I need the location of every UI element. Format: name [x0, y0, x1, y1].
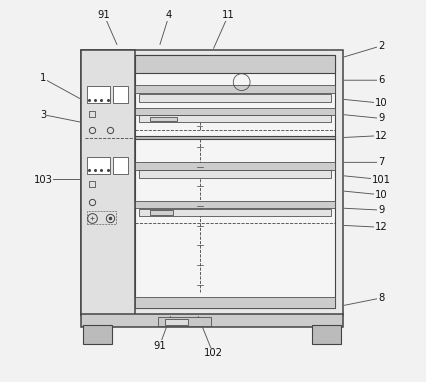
Text: 1: 1	[40, 73, 46, 83]
Bar	[113, 86, 128, 103]
Bar	[158, 317, 211, 326]
Bar	[150, 210, 173, 215]
Bar	[87, 157, 110, 174]
Bar	[81, 50, 135, 315]
Text: 12: 12	[375, 131, 388, 141]
Bar	[83, 325, 112, 344]
Text: 10: 10	[375, 98, 387, 108]
Bar	[135, 55, 335, 73]
Text: 102: 102	[204, 348, 222, 358]
Bar	[135, 297, 335, 308]
Bar	[138, 170, 331, 178]
Text: 7: 7	[378, 157, 384, 167]
Text: 12: 12	[375, 222, 388, 232]
Bar	[81, 314, 343, 327]
Bar	[135, 55, 335, 308]
Text: 9: 9	[378, 205, 384, 215]
Bar	[89, 181, 95, 187]
Text: 3: 3	[40, 110, 46, 120]
Bar	[135, 85, 335, 93]
Bar	[113, 157, 128, 174]
Bar	[81, 50, 343, 315]
Text: 10: 10	[375, 190, 387, 200]
Text: 11: 11	[222, 10, 235, 20]
Bar	[87, 211, 115, 224]
Bar	[135, 201, 335, 208]
Text: 91: 91	[153, 341, 166, 351]
Bar	[135, 108, 335, 115]
Text: 101: 101	[371, 175, 391, 185]
Bar	[165, 319, 188, 325]
Bar	[138, 94, 331, 102]
Bar	[87, 86, 110, 103]
Bar	[89, 111, 95, 117]
Text: 9: 9	[378, 113, 384, 123]
Text: 2: 2	[378, 41, 384, 51]
Bar	[150, 117, 177, 121]
Bar	[138, 209, 331, 216]
Bar	[312, 325, 341, 344]
Bar	[135, 162, 335, 170]
Text: 6: 6	[378, 75, 384, 85]
Bar	[135, 136, 335, 139]
Bar	[138, 115, 331, 122]
Text: 91: 91	[98, 10, 110, 20]
Text: 4: 4	[166, 10, 172, 20]
Text: 8: 8	[378, 293, 384, 303]
Text: 103: 103	[34, 175, 52, 185]
